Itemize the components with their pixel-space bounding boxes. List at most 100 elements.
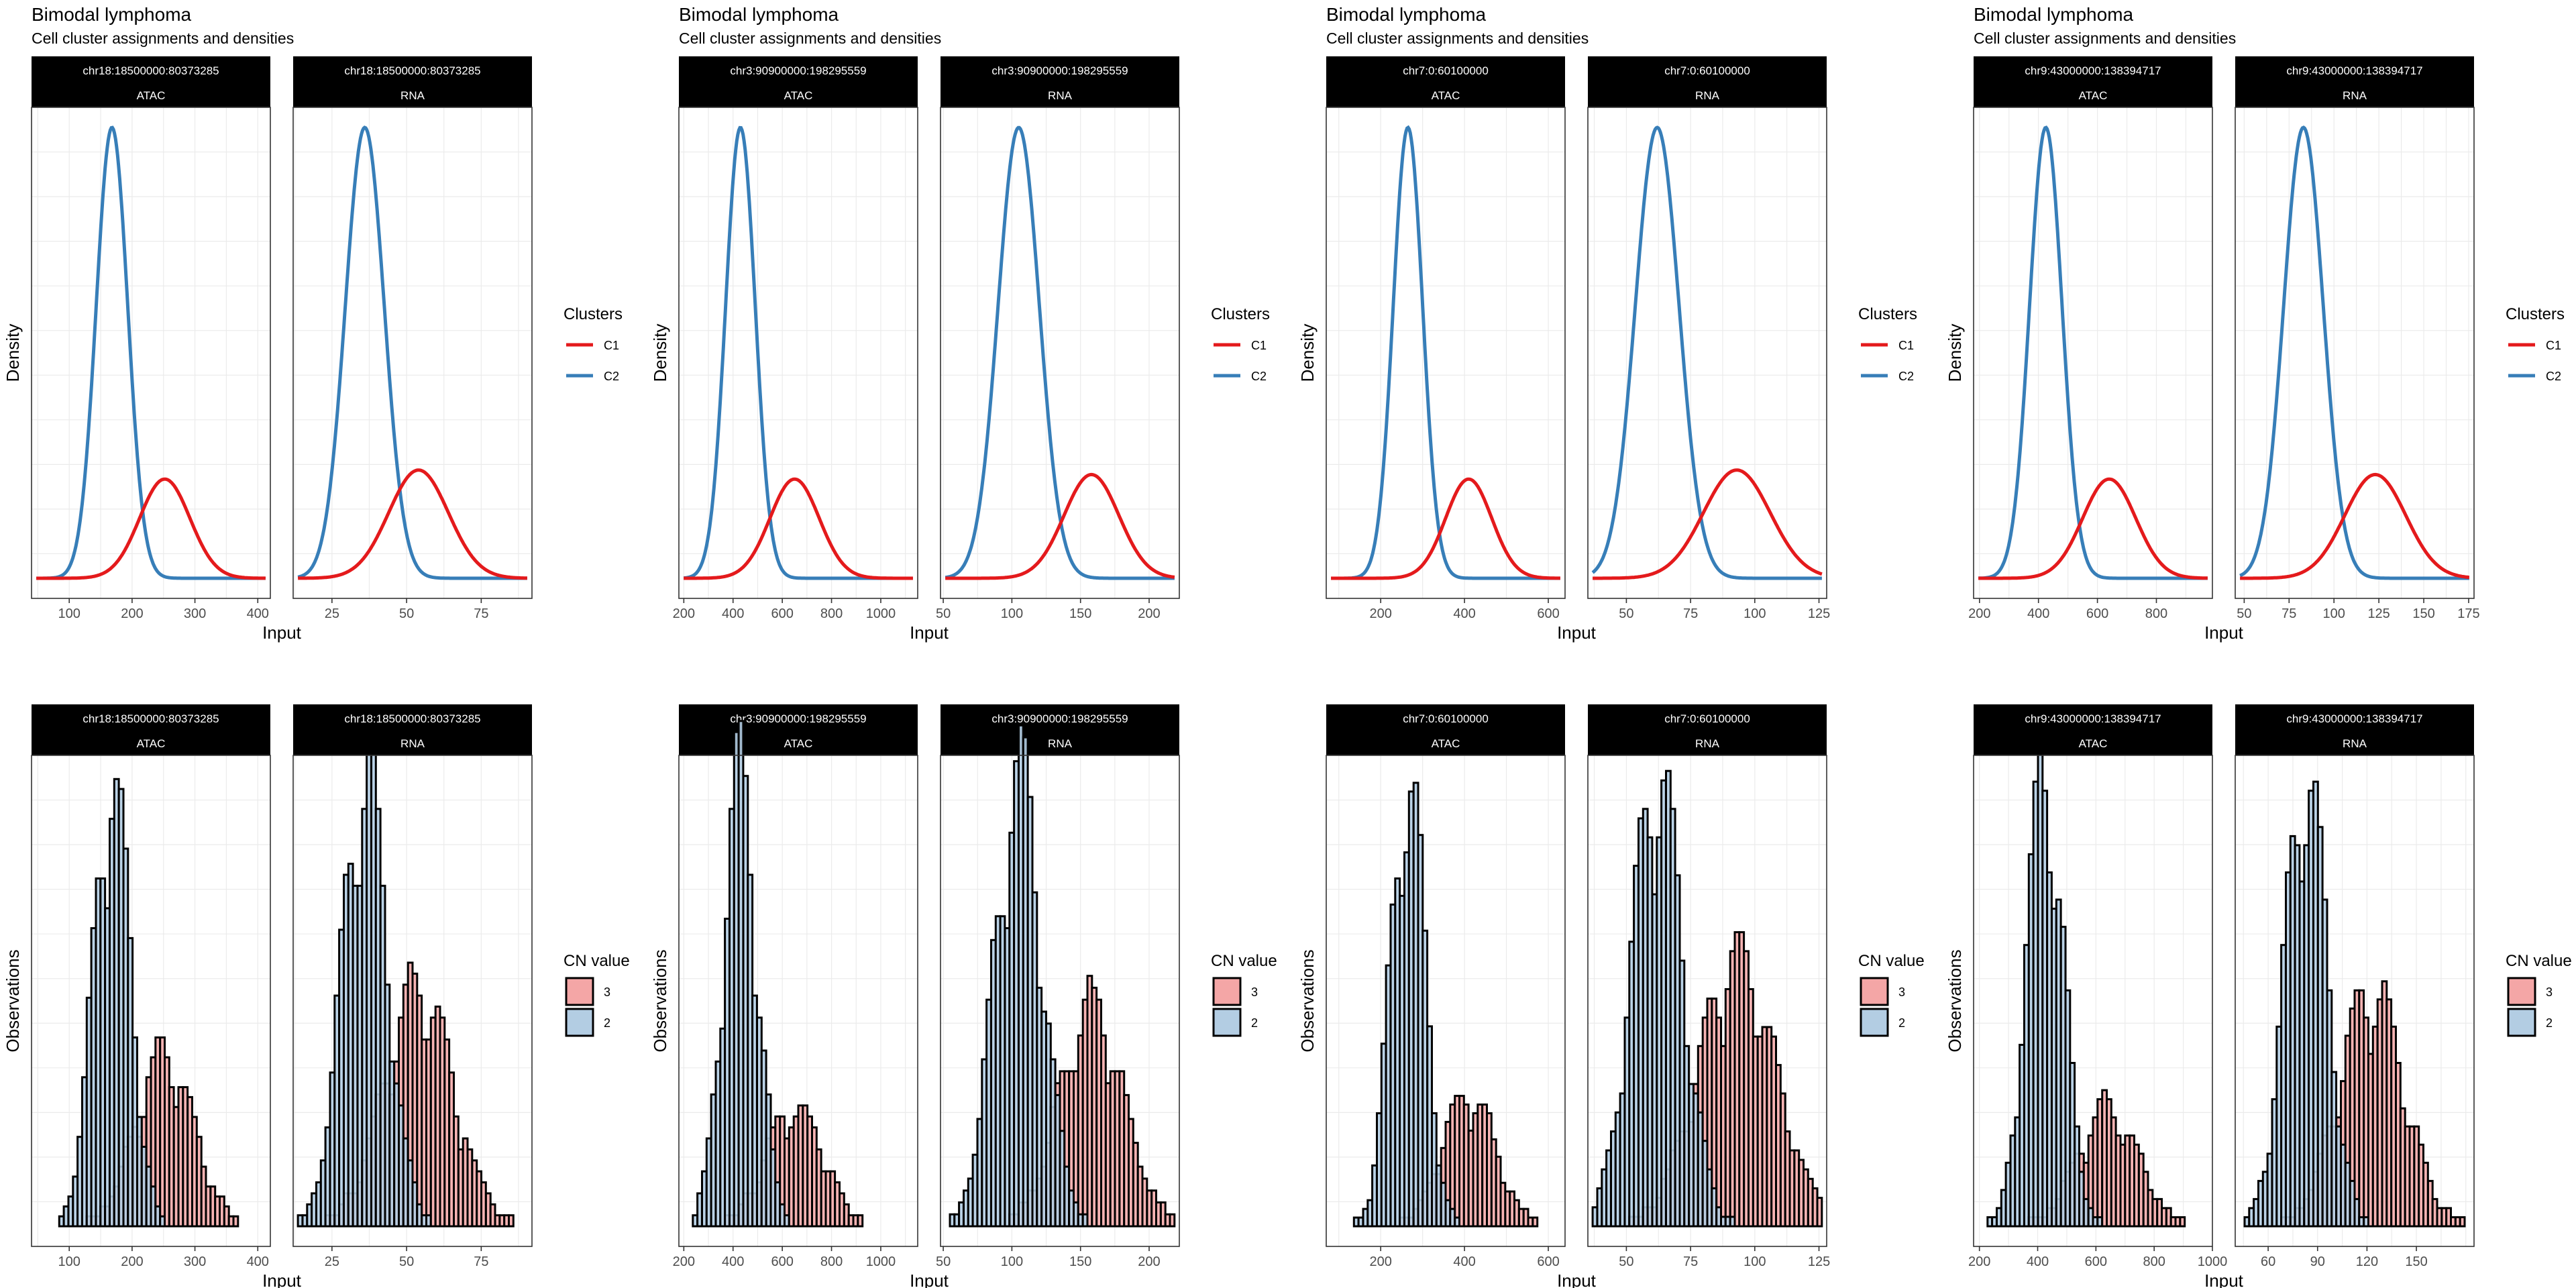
legend-title: CN value	[1211, 952, 1277, 970]
legend: CN value 3 2	[1211, 952, 1277, 1037]
facet-panel-atac: chr7:0:60100000 ATAC 200 400 600	[1326, 56, 1566, 621]
panel-border	[1587, 755, 1827, 1247]
density-plot-1: Bimodal lymphoma Cell cluster assignments…	[3, 4, 623, 643]
legend: Clusters C1 C2	[1858, 305, 1917, 383]
x-tick-label: 800	[820, 606, 843, 621]
facet-strip	[2235, 704, 2474, 755]
x-tick-label: 50	[936, 606, 951, 621]
x-tick-label: 400	[722, 1254, 744, 1269]
x-tick-label: 200	[1138, 606, 1160, 621]
x-tick-label: 150	[1069, 606, 1091, 621]
legend-label: C1	[604, 339, 619, 352]
histogram-plot-4: chr9:43000000:138394717 ATAC 200 400 600 800 1…	[1945, 704, 2572, 1288]
facet-strip	[293, 56, 532, 107]
facet-strip	[32, 56, 270, 107]
x-tick-label: 75	[474, 1254, 488, 1269]
x-tick-label: 600	[1537, 1254, 1559, 1269]
density-curve-c2	[683, 125, 913, 580]
x-tick-label: 25	[325, 1254, 339, 1269]
facet-strip-region: chr3:90900000:198295559	[730, 64, 866, 77]
legend-title: Clusters	[1211, 305, 1270, 323]
histogram-bar-cn3	[1169, 1213, 1176, 1228]
density-plot-2: Bimodal lymphoma Cell cluster assignments…	[650, 4, 1270, 643]
x-tick-label: 600	[2086, 606, 2108, 621]
x-tick-label: 1000	[866, 1254, 896, 1269]
histogram-bar-cn3	[2179, 1216, 2186, 1228]
legend-key-cn3	[1212, 977, 1242, 1006]
x-tick-label: 200	[121, 606, 143, 621]
facet-strip	[293, 704, 532, 755]
legend: CN value 3 2	[564, 952, 630, 1037]
facet-strip-region: chr9:43000000:138394717	[2025, 712, 2161, 725]
facet-panel-atac: chr18:18500000:80373285 ATAC 100 200 300 400	[31, 56, 271, 621]
panel-border	[2235, 755, 2475, 1247]
facet-panel-atac: chr3:90900000:198295559 ATAC 200 400 600 800 1…	[673, 56, 918, 621]
histogram-bar-cn3	[1532, 1216, 1539, 1228]
x-tick-label: 200	[1138, 1254, 1160, 1269]
legend-label: C1	[1898, 339, 1914, 352]
facet-strip	[1588, 56, 1827, 107]
facet-strip-region: chr3:90900000:198295559	[730, 712, 866, 725]
plot-subtitle: Cell cluster assignments and densities	[1974, 30, 2236, 47]
x-tick-label: 800	[2143, 1254, 2165, 1269]
x-tick-label: 1000	[2198, 1254, 2228, 1269]
x-tick-label: 400	[1453, 606, 1475, 621]
plot-title: Bimodal lymphoma	[1326, 4, 1487, 25]
legend-label: C2	[604, 370, 619, 383]
legend-title: CN value	[564, 952, 630, 970]
legend-title: Clusters	[1858, 305, 1917, 323]
facet-panel-rna: chr7:0:60100000 RNA 50 75 100 125	[1587, 704, 1830, 1269]
panel-border	[1973, 755, 2213, 1247]
panel-border	[31, 107, 271, 599]
legend: Clusters C1 C2	[2506, 305, 2565, 383]
y-axis-title: Observations	[650, 949, 670, 1052]
legend-label: C1	[2546, 339, 2561, 352]
x-tick-label: 200	[121, 1254, 143, 1269]
facet-panel-atac: chr9:43000000:138394717 ATAC 200 400 600 800	[1968, 56, 2213, 621]
x-tick-label: 125	[1808, 606, 1830, 621]
legend-label: 2	[1251, 1016, 1258, 1030]
x-tick-label: 600	[2085, 1254, 2107, 1269]
facet-strip	[1974, 56, 2212, 107]
x-tick-label: 50	[399, 1254, 414, 1269]
density-plot-3: Bimodal lymphoma Cell cluster assignments…	[1297, 4, 1917, 643]
density-curve-c2	[2239, 125, 2469, 580]
x-tick-label: 50	[1619, 606, 1633, 621]
facet-panel-rna: chr18:18500000:80373285 RNA 25 50 75	[292, 56, 533, 621]
legend-key-cn2	[1860, 1008, 1889, 1037]
x-tick-label: 600	[1537, 606, 1559, 621]
density-curve-c1	[1331, 477, 1560, 580]
facet-strip-assay: RNA	[400, 89, 425, 102]
facet-strip	[1326, 704, 1565, 755]
legend-label: 2	[2546, 1016, 2553, 1030]
facet-strip-assay: ATAC	[2079, 89, 2108, 102]
facet-strip-region: chr3:90900000:198295559	[991, 712, 1128, 725]
x-tick-label: 100	[58, 1254, 80, 1269]
density-curve-c2	[1331, 125, 1560, 580]
x-tick-label: 125	[2367, 606, 2390, 621]
x-tick-label: 75	[474, 606, 488, 621]
panel-border	[940, 755, 1180, 1247]
x-tick-label: 150	[1069, 1254, 1091, 1269]
facet-strip-assay: RNA	[400, 737, 425, 750]
facet-strip-region: chr7:0:60100000	[1664, 712, 1750, 725]
panel-border	[940, 107, 1180, 599]
x-tick-label: 75	[1683, 606, 1698, 621]
x-tick-label: 800	[820, 1254, 843, 1269]
facet-strip-region: chr9:43000000:138394717	[2286, 64, 2422, 77]
x-tick-label: 400	[1453, 1254, 1475, 1269]
legend: CN value 3 2	[2506, 952, 2572, 1037]
y-axis-title: Density	[1297, 324, 1318, 382]
facet-strip	[1588, 704, 1827, 755]
facet-strip-assay: ATAC	[784, 89, 813, 102]
facet-strip	[1326, 56, 1565, 107]
density-curve-c1	[945, 472, 1175, 580]
x-tick-label: 200	[1370, 606, 1392, 621]
legend: CN value 3 2	[1858, 952, 1925, 1037]
legend: Clusters C1 C2	[564, 305, 623, 383]
legend-title: CN value	[1858, 952, 1925, 970]
x-tick-label: 50	[936, 1254, 951, 1269]
panel-border	[2235, 107, 2475, 599]
legend-label: 3	[1251, 985, 1258, 999]
